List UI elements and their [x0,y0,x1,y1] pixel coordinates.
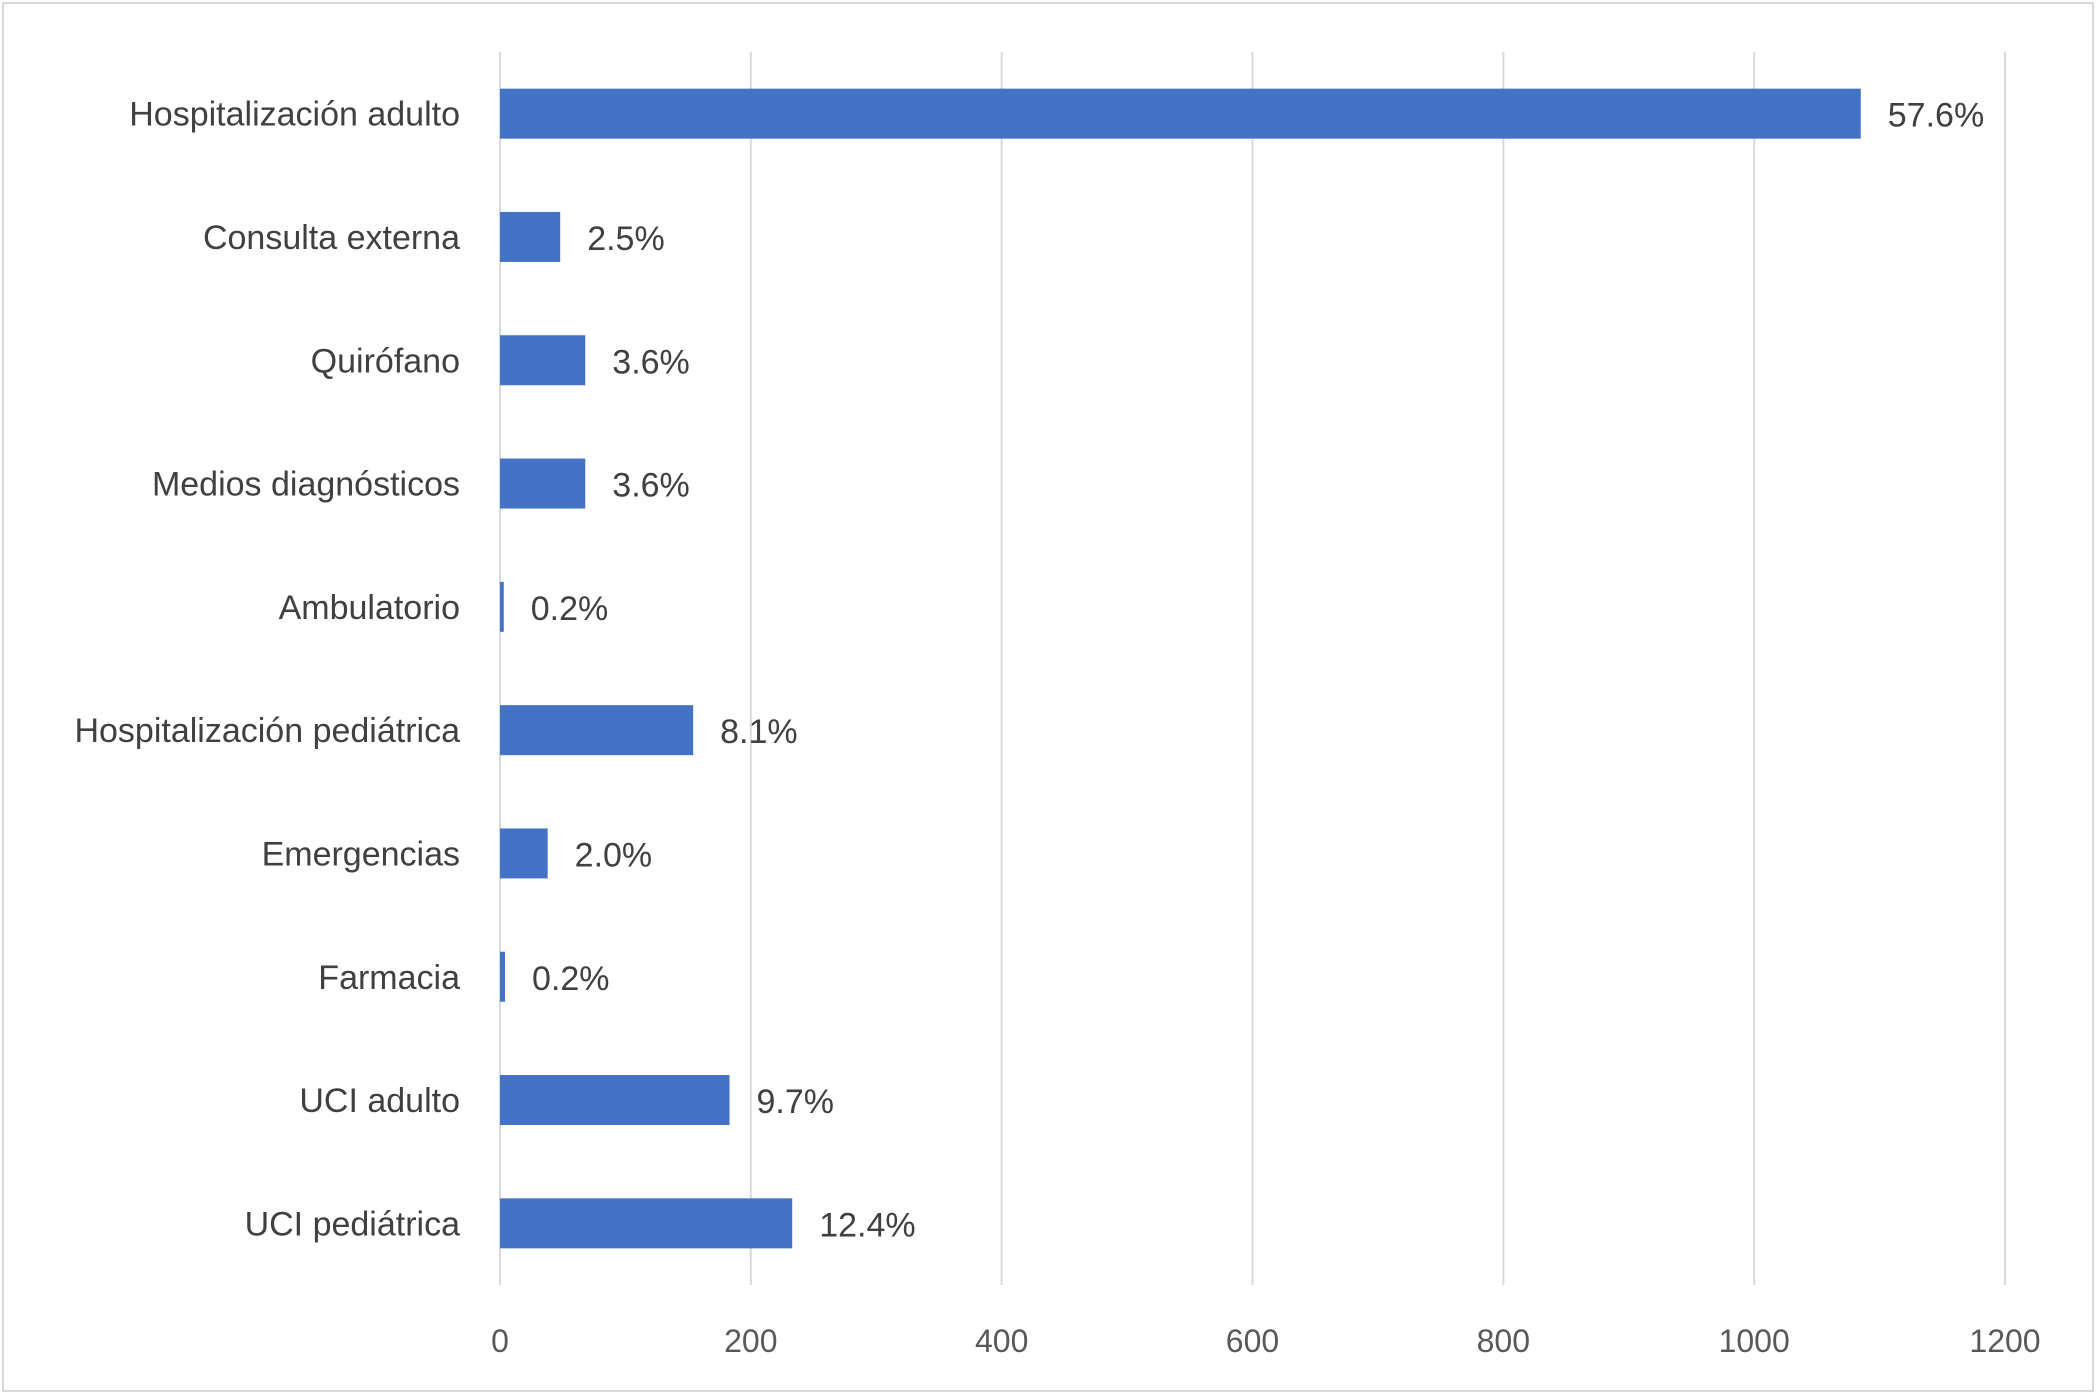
x-tick-label: 1000 [1719,1323,1790,1359]
category-label: Quirófano [311,342,460,380]
bars [500,88,1861,1249]
category-label: Farmacia [318,959,460,997]
x-tick-label: 0 [491,1323,509,1359]
bar [500,951,506,1002]
bar [500,705,694,756]
bar [500,458,586,509]
x-tick-label: 600 [1226,1323,1279,1359]
x-tick-label: 800 [1477,1323,1530,1359]
bar [500,581,504,632]
category-label: Emergencias [262,835,460,873]
category-labels: Hospitalización adulto Consulta externa Qu… [74,96,460,1244]
category-label: Consulta externa [203,219,460,257]
data-label: 9.7% [757,1083,835,1121]
data-label: 12.4% [819,1206,915,1244]
bar [500,1198,793,1249]
bar [500,1075,730,1126]
data-label: 0.2% [531,590,609,628]
x-tick-label: 1200 [1969,1323,2040,1359]
bar [500,828,548,879]
category-label: Medios diagnósticos [152,466,460,504]
data-label: 57.6% [1888,97,1984,135]
data-label: 0.2% [532,960,610,998]
data-label: 3.6% [612,343,690,381]
data-label: 2.5% [587,220,665,258]
x-tick-label: 400 [975,1323,1028,1359]
category-label: Hospitalización adulto [129,96,460,134]
data-label: 3.6% [612,467,690,505]
category-label: Hospitalización pediátrica [74,712,460,750]
bar [500,88,1861,139]
category-label: UCI pediátrica [245,1205,461,1243]
x-tick-label: 200 [724,1323,777,1359]
category-label: Ambulatorio [279,589,460,627]
data-labels: 57.6% 2.5% 3.6% 3.6% 0.2% 8.1% 2.0% 0.2% 9.7% 12.… [531,97,1984,1245]
data-label: 2.0% [575,836,653,874]
x-axis-tick-labels: 0 200 400 600 800 1000 1200 [491,1323,2040,1359]
category-label: UCI adulto [299,1082,460,1120]
bar [500,335,586,386]
bar [500,211,561,262]
data-label: 8.1% [720,713,798,751]
